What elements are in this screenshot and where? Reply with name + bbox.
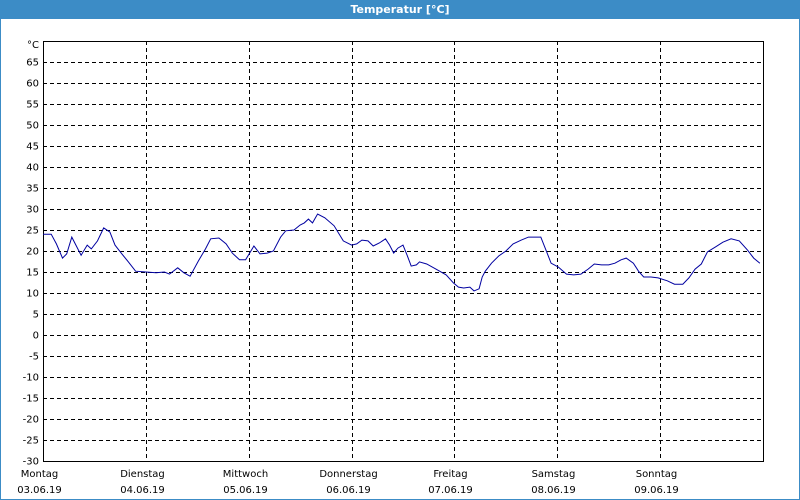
x-tick-date: 07.06.19 (428, 485, 473, 496)
x-tick-label: Sonntag (636, 469, 678, 480)
y-axis-label: °C (27, 40, 39, 51)
y-tick-label: -5 (29, 352, 39, 363)
y-tick-label: 35 (26, 184, 39, 195)
y-tick-label: 45 (26, 142, 39, 153)
x-tick-date: 06.06.19 (326, 485, 371, 496)
x-tick-label: Mittwoch (223, 469, 268, 480)
x-tick-date: 09.06.19 (634, 485, 679, 496)
x-tick-label: Dienstag (120, 469, 165, 480)
x-tick-label: Samstag (532, 469, 576, 480)
x-tick-label: Freitag (433, 469, 467, 480)
title-bar: Temperatur [°C] (1, 1, 799, 19)
x-tick-date: 05.06.19 (223, 485, 268, 496)
y-tick-label: 20 (26, 247, 39, 258)
x-tick-label: Donnerstag (319, 469, 377, 480)
y-tick-label: 25 (26, 226, 39, 237)
y-tick-label: 10 (26, 289, 39, 300)
x-tick-label: Montag (21, 469, 58, 480)
y-tick-label: 0 (33, 331, 39, 342)
y-tick-label: 55 (26, 100, 39, 111)
y-tick-label: 65 (26, 58, 39, 69)
y-tick-label: -25 (23, 436, 39, 447)
y-tick-label: 40 (26, 163, 39, 174)
y-tick-label: 5 (33, 310, 39, 321)
temperature-line (43, 213, 761, 292)
chart: °C -30 -25 -20 -15 -10 -5 0 5 10 15 20 25 30 35 40 45 50… (17, 40, 764, 496)
y-tick-label: 15 (26, 268, 39, 279)
x-tick-date: 08.06.19 (531, 485, 576, 496)
x-tick-date: 03.06.19 (17, 485, 62, 496)
y-tick-label: -10 (23, 373, 39, 384)
x-tick-date: 04.06.19 (120, 485, 165, 496)
y-tick-label: 50 (26, 121, 39, 132)
y-tick-label: 60 (26, 79, 39, 90)
plot-border (43, 41, 764, 462)
y-tick-label: -15 (23, 394, 39, 405)
y-tick-label: 30 (26, 205, 39, 216)
y-tick-label: -30 (23, 457, 39, 468)
y-tick-label: -20 (23, 415, 39, 426)
